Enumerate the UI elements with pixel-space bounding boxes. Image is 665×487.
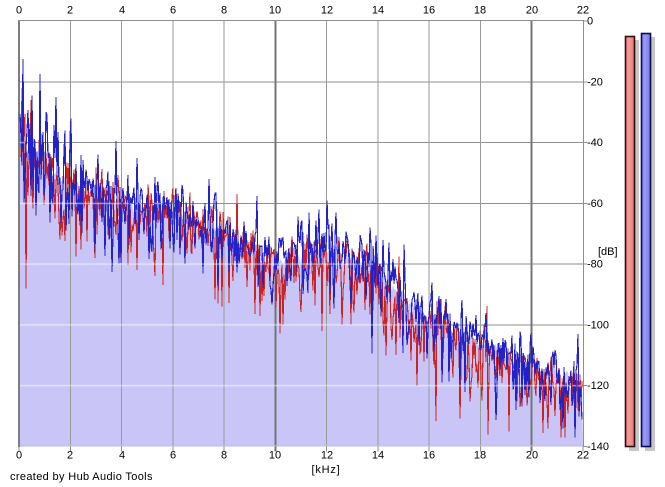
svg-text:20: 20 — [526, 450, 538, 462]
svg-text:0: 0 — [587, 16, 593, 28]
svg-text:created by Hub Audio Tools: created by Hub Audio Tools — [10, 471, 153, 483]
svg-text:[kHz]: [kHz] — [311, 464, 340, 476]
svg-text:-140: -140 — [587, 441, 609, 453]
svg-text:[dB]: [dB] — [598, 246, 618, 258]
svg-text:10: 10 — [269, 5, 281, 17]
svg-text:8: 8 — [221, 450, 227, 462]
svg-text:-20: -20 — [587, 76, 603, 88]
svg-text:14: 14 — [372, 5, 384, 17]
svg-text:20: 20 — [526, 5, 538, 17]
svg-text:10: 10 — [269, 450, 281, 462]
svg-text:-80: -80 — [587, 259, 603, 271]
svg-text:-60: -60 — [587, 198, 603, 210]
svg-text:16: 16 — [423, 450, 435, 462]
svg-text:18: 18 — [474, 5, 486, 17]
svg-text:12: 12 — [321, 450, 333, 462]
svg-text:2: 2 — [67, 5, 73, 17]
svg-text:-120: -120 — [587, 380, 609, 392]
svg-text:14: 14 — [372, 450, 384, 462]
svg-text:-40: -40 — [587, 137, 603, 149]
svg-text:0: 0 — [16, 450, 22, 462]
svg-text:22: 22 — [577, 5, 589, 17]
svg-text:6: 6 — [170, 5, 176, 17]
svg-text:22: 22 — [577, 450, 589, 462]
svg-text:4: 4 — [119, 5, 125, 17]
svg-text:2: 2 — [67, 450, 73, 462]
svg-text:-100: -100 — [587, 319, 609, 331]
svg-text:4: 4 — [119, 450, 125, 462]
svg-text:6: 6 — [170, 450, 176, 462]
svg-text:8: 8 — [221, 5, 227, 17]
svg-text:0: 0 — [16, 5, 22, 17]
svg-text:16: 16 — [423, 5, 435, 17]
svg-text:12: 12 — [321, 5, 333, 17]
svg-text:18: 18 — [474, 450, 486, 462]
